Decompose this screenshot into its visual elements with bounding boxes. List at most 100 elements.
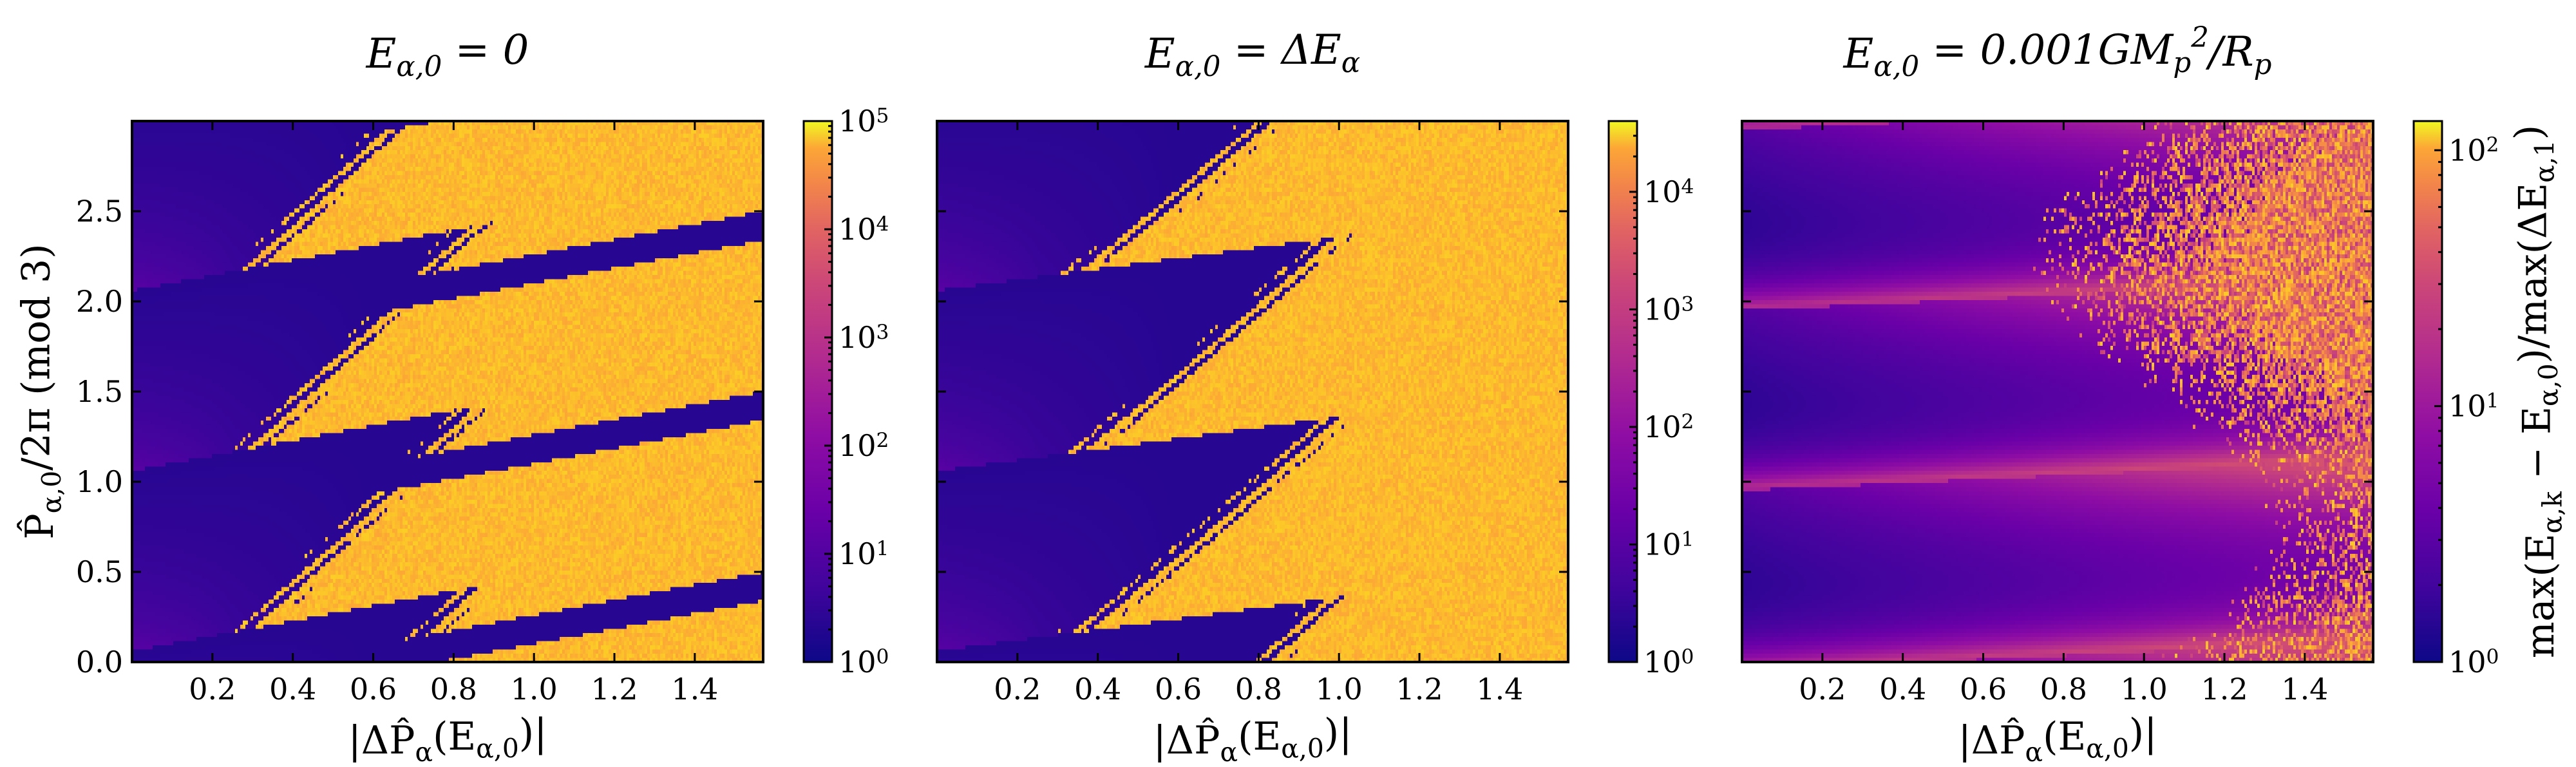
- y-axis-label: P̂α,0​/2π (mod 3): [14, 243, 67, 539]
- colorbar-tick-label-part: 0: [1681, 645, 1694, 668]
- colorbar-label: max(Eα,k​ − Eα,0​)/max(ΔEα,1​): [2507, 125, 2568, 658]
- x-tick-label: 0.6: [350, 672, 397, 706]
- colorbar-tick-label-part: 10: [1643, 292, 1681, 327]
- x-axis-label-part: |ΔP̂: [1153, 717, 1220, 763]
- colorbar-tick-label: 102​: [1643, 410, 1694, 444]
- y-tick-label: 2.0: [76, 284, 123, 319]
- colorbar-tick-label-part: 10: [1643, 527, 1681, 562]
- x-tick-label: 1.2: [1396, 672, 1443, 706]
- x-tick-label: 1.2: [2201, 672, 2248, 706]
- y-tick-label: 2.5: [76, 194, 123, 229]
- panel-title: Eα,0​ = 0: [366, 26, 529, 83]
- x-axis-label-part: )|: [519, 710, 547, 755]
- y-axis-label-part: P̂: [17, 513, 62, 539]
- panels: 0.2 0.4 0.6 0.8 1.0 1.2 1.4 0.0 0.5 1.0 1.5 2.0 2.5 E…: [14, 22, 2568, 767]
- colorbar-tick-label-part: 10: [1643, 175, 1681, 209]
- x-tick-label: 1.4: [2281, 672, 2328, 706]
- colorbar: [1607, 120, 1638, 663]
- colorbar-tick-label: 102​: [838, 428, 889, 463]
- x-tick-label: 0.4: [269, 672, 316, 706]
- colorbar-tick-label-part: 2: [1681, 410, 1694, 433]
- x-tick-label: 0.2: [994, 672, 1041, 706]
- x-axis-label: |ΔP̂α​(Eα,0​)|: [348, 710, 547, 767]
- panel-title-part: α,0: [1175, 51, 1221, 83]
- colorbar-label-part: − E: [2514, 406, 2559, 491]
- colorbar-label-part: α,0: [2533, 363, 2564, 406]
- colorbar-tick-label: 100​: [838, 645, 889, 679]
- x-tick-label: 0.8: [1235, 672, 1282, 706]
- panel-title-part: 2: [2190, 22, 2209, 54]
- colorbar-tick-label-part: 2: [2486, 133, 2499, 156]
- colorbar-tick-label-part: 1: [876, 537, 889, 560]
- x-tick-label: 0.6: [1960, 672, 2007, 706]
- colorbar-tick-label-part: 1: [1681, 527, 1694, 551]
- panel-title-part: α: [1341, 47, 1360, 79]
- x-axis-label-part: )|: [2129, 710, 2157, 755]
- panel-title-part: p: [2254, 49, 2272, 81]
- colorbar-tick-label-part: 4: [1681, 175, 1694, 198]
- colorbar-tick-label-part: 3: [1681, 292, 1694, 316]
- colorbar-tick-label-part: 10: [1643, 645, 1681, 679]
- x-axis-label-part: (E: [433, 714, 476, 759]
- y-axis-label-part: /2π (mod 3): [14, 243, 59, 470]
- colorbar-tick-label-part: 5: [876, 104, 889, 128]
- colorbar-tick-label-part: 10: [2448, 389, 2486, 424]
- x-axis-label-part: |ΔP̂: [348, 717, 415, 763]
- colorbar-label-part: α,1: [2530, 140, 2561, 182]
- colorbar-tick-label: 104​: [838, 212, 889, 247]
- panel-title: Eα,0​ = ΔEα​: [1144, 26, 1360, 83]
- x-axis-label-part: α,0: [476, 733, 518, 764]
- x-axis-label-part: α: [2025, 737, 2043, 767]
- colorbar-tick-label: 102​: [2448, 133, 2499, 167]
- colorbar-tick-label-part: 10: [1643, 410, 1681, 444]
- panel-title-part: E: [366, 30, 397, 78]
- colorbar-tick-label-part: 10: [2448, 645, 2486, 679]
- x-axis-label: |ΔP̂α​(Eα,0​)|: [1153, 710, 1352, 767]
- colorbar-tick-label: 101​: [2448, 389, 2499, 424]
- y-tick-label: 1.0: [76, 464, 123, 499]
- colorbar-tick-label: 103​: [838, 320, 889, 355]
- colorbar-tick-label: 101​: [1643, 527, 1694, 562]
- x-tick-label: 1.2: [591, 672, 638, 706]
- panel-1: 0.2 0.4 0.6 0.8 1.0 1.2 1.4 0.0 0.5 1.0 1.5 2.0 2.5 E…: [14, 26, 889, 767]
- x-tick-label: 1.0: [2121, 672, 2168, 706]
- colorbar-label-part: )/max(ΔE: [2510, 183, 2555, 364]
- colorbar-tick-label: 103​: [1643, 292, 1694, 327]
- x-axis-label-part: α,0: [2086, 733, 2128, 764]
- colorbar-tick-label-part: 3: [876, 321, 889, 344]
- colorbar-tick-label-part: 10: [838, 320, 876, 355]
- panel-title: Eα,0​ = 0.001GMp​2​/Rp​: [1843, 22, 2272, 83]
- x-axis-label-part: (E: [1238, 714, 1281, 759]
- x-tick-label: 1.0: [511, 672, 558, 706]
- heatmap-image: [132, 121, 763, 662]
- heatmap-image: [1742, 121, 2373, 662]
- panel-title-part: α,0: [396, 51, 442, 83]
- x-tick-label: 1.0: [1316, 672, 1363, 706]
- colorbar-tick-label-part: 10: [838, 536, 876, 571]
- colorbar: [802, 120, 833, 663]
- y-tick-label: 0.0: [76, 645, 123, 679]
- colorbar-tick-label: 100​: [1643, 645, 1694, 679]
- x-tick-label: 0.4: [1879, 672, 1926, 706]
- colorbar-tick-label-part: 10: [2448, 133, 2486, 167]
- panel-title-part: p: [2173, 47, 2191, 79]
- x-axis-label-part: (E: [2043, 714, 2086, 759]
- y-tick-label: 0.5: [76, 554, 123, 589]
- colorbar-label-part: ): [2507, 125, 2552, 140]
- x-axis-label-part: α: [1220, 737, 1238, 767]
- colorbar-label-part: max(E: [2518, 533, 2563, 658]
- x-tick-label: 1.4: [1476, 672, 1523, 706]
- x-tick-label: 0.8: [430, 672, 477, 706]
- x-tick-label: 1.4: [671, 672, 718, 706]
- panel-title-part: = ΔE: [1220, 26, 1341, 74]
- y-tick-label: 1.5: [76, 374, 123, 409]
- colorbar-tick-label: 100​: [2448, 645, 2499, 679]
- colorbar-tick-label-part: 0: [2486, 645, 2499, 668]
- panel-2: 0.2 0.4 0.6 0.8 1.0 1.2 1.4 Eα,0​ = ΔEα​ |ΔP̂α​(…: [936, 26, 1694, 767]
- colorbar-tick-label: 105​: [838, 104, 889, 138]
- x-axis-label-part: )|: [1324, 710, 1352, 755]
- colorbar-tick-label-part: 0: [876, 645, 889, 668]
- x-axis-label-part: |ΔP̂: [1958, 717, 2025, 763]
- colorbar-tick-label-part: 4: [876, 213, 889, 236]
